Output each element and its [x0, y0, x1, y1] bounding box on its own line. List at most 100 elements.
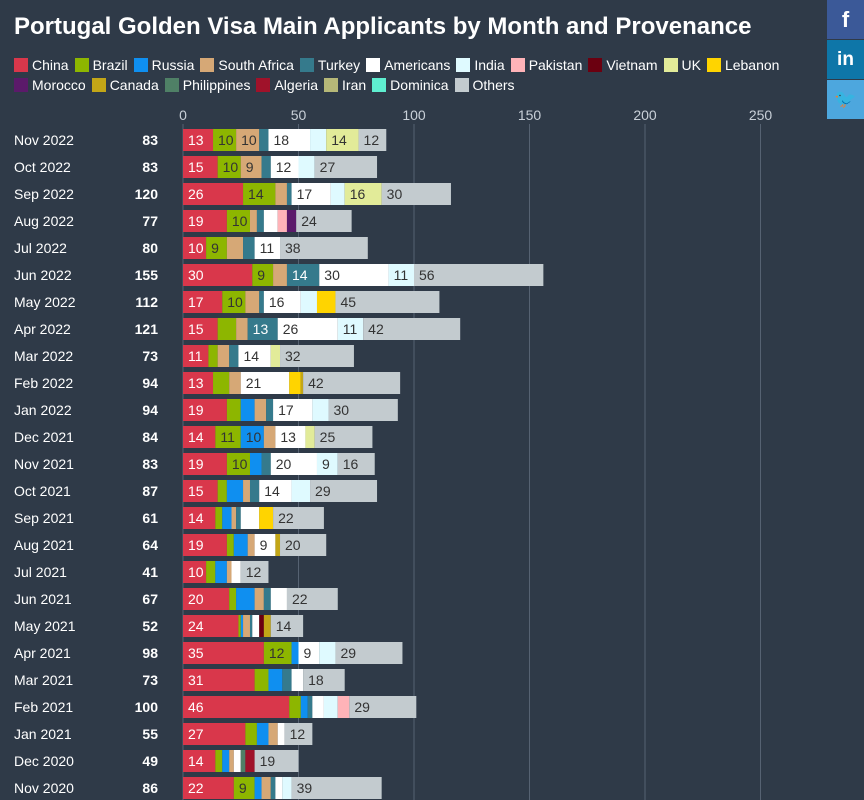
legend-item[interactable]: Turkey	[299, 57, 360, 73]
category-label: May 2021	[14, 618, 76, 634]
data-label: 18	[308, 672, 324, 688]
legend-swatch	[299, 58, 314, 72]
legend-item[interactable]: China	[14, 57, 69, 73]
bar-segment	[291, 669, 304, 691]
bar-segment	[286, 588, 338, 610]
bar-segment	[270, 615, 304, 637]
data-label: 26	[188, 186, 204, 202]
bar-segment	[183, 318, 218, 340]
bar-segment	[208, 345, 218, 367]
linkedin-icon[interactable]: in	[827, 40, 864, 79]
facebook-icon[interactable]: f	[827, 0, 864, 39]
category-label: Apr 2021	[14, 645, 71, 661]
data-label: 12	[290, 726, 306, 742]
data-label: 14	[264, 483, 280, 499]
legend-label: UK	[681, 57, 701, 73]
bar-segment	[233, 534, 248, 556]
legend-item[interactable]: Lebanon	[706, 57, 779, 73]
bar-segment	[183, 237, 207, 259]
data-label: 14	[292, 267, 308, 283]
x-tick-label: 100	[402, 107, 426, 123]
data-label: 16	[350, 186, 366, 202]
total-label: 49	[142, 753, 158, 769]
bar-segment	[337, 318, 364, 340]
bar-segment	[280, 534, 327, 556]
bar-segment	[275, 777, 283, 799]
twitter-icon[interactable]: 🐦	[827, 80, 864, 119]
legend-item[interactable]: Pakistan	[510, 57, 582, 73]
legend-item[interactable]: South Africa	[200, 57, 294, 73]
bar-segment	[233, 777, 255, 799]
data-label: 10	[246, 429, 262, 445]
bar-segment	[388, 264, 414, 286]
legend-item[interactable]: Vietnam	[588, 57, 658, 73]
bar-segment	[217, 480, 227, 502]
category-label: Feb 2022	[14, 375, 73, 391]
bar-segment	[215, 750, 223, 772]
data-label: 32	[285, 348, 301, 364]
bar-segment	[328, 399, 398, 421]
bar-segment	[249, 615, 253, 637]
total-label: 52	[142, 618, 158, 634]
legend-item[interactable]: Russia	[133, 57, 194, 73]
total-label: 55	[142, 726, 158, 742]
bar-segment	[233, 750, 241, 772]
bar-segment	[243, 183, 276, 205]
total-label: 67	[142, 591, 158, 607]
data-label: 27	[320, 159, 336, 175]
legend-swatch	[14, 58, 28, 72]
bar-segment	[291, 183, 331, 205]
data-label: 14	[188, 429, 204, 445]
legend-label: Algeria	[274, 77, 319, 93]
legend-item[interactable]: Philippines	[164, 77, 250, 93]
legend-label: Vietnam	[606, 57, 658, 73]
data-label: 29	[354, 699, 370, 715]
legend-swatch	[256, 78, 271, 92]
data-label: 56	[419, 267, 435, 283]
data-label: 10	[241, 132, 257, 148]
bar-segment	[183, 696, 290, 718]
bar-segment	[229, 372, 241, 394]
data-label: 13	[188, 375, 204, 391]
legend-item[interactable]: India	[456, 57, 505, 73]
bar-segment	[240, 399, 255, 421]
bar-segment	[289, 696, 301, 718]
data-label: 26	[283, 321, 299, 337]
data-label: 46	[188, 699, 204, 715]
legend-item[interactable]: UK	[663, 57, 701, 73]
bar-segment	[183, 507, 216, 529]
bar-segment	[363, 318, 461, 340]
bar-segment	[236, 318, 248, 340]
legend-item[interactable]: Iran	[324, 77, 366, 93]
bar-segment	[229, 588, 237, 610]
legend-item[interactable]: Dominica	[372, 77, 449, 93]
bar-segment	[259, 615, 264, 637]
legend-item[interactable]: Algeria	[256, 77, 318, 93]
legend-item[interactable]: Canada	[91, 77, 159, 93]
x-tick-label: 50	[291, 107, 307, 123]
bar-segment	[316, 453, 338, 475]
bar-segment	[268, 723, 278, 745]
bar-segment	[183, 561, 207, 583]
bar-segment	[337, 453, 375, 475]
legend-swatch	[588, 58, 603, 72]
bar-segment	[215, 561, 227, 583]
legend-label: Brazil	[92, 57, 128, 73]
legend-swatch	[91, 78, 106, 92]
data-label: 10	[223, 159, 239, 175]
total-label: 120	[135, 186, 159, 202]
legend-item[interactable]: Americans	[366, 57, 450, 73]
bar-segment	[266, 399, 274, 421]
legend-item[interactable]: Brazil	[74, 57, 128, 73]
legend-label: China	[32, 57, 69, 73]
bar-segment	[240, 507, 260, 529]
x-tick-label: 200	[633, 107, 657, 123]
legend-label: Morocco	[32, 77, 86, 93]
bar-segment	[231, 561, 241, 583]
legend-swatch	[372, 78, 387, 92]
bar-segment	[291, 777, 382, 799]
legend-item[interactable]: Morocco	[14, 77, 86, 93]
legend-label: Dominica	[390, 77, 449, 93]
legend-item[interactable]: Others	[454, 77, 515, 93]
